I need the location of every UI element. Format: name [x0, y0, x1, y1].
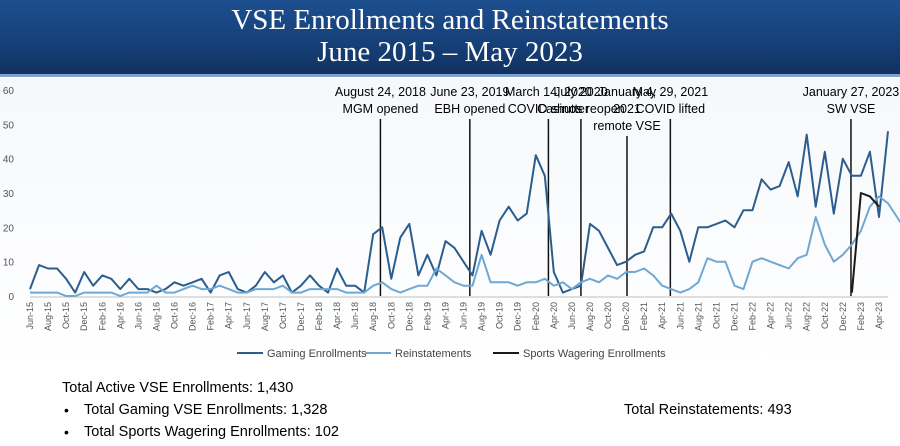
event-annotation-label: COVID shutter [508, 102, 589, 116]
x-tick-label: Aug-15 [43, 302, 53, 331]
x-tick-label: Dec-15 [79, 302, 89, 331]
x-tick-label: Oct-20 [603, 302, 613, 329]
x-tick-label: Feb-22 [748, 302, 758, 331]
x-tick-label: Jun-19 [459, 302, 469, 330]
chart-subtitle: June 2015 – May 2023 [317, 36, 583, 68]
event-annotation-label: SW VSE [827, 102, 876, 116]
x-tick-label: Aug-22 [802, 302, 812, 331]
x-tick-label: Jun-18 [350, 302, 360, 330]
series-line-sports-wagering-enrollments [850, 192, 880, 293]
event-annotation-label: January 4, [598, 85, 656, 99]
y-tick-label: 60 [3, 86, 15, 97]
event-annotation-label: July 2020 [554, 85, 608, 99]
y-tick-label: 0 [8, 292, 14, 303]
x-tick-label: Jun-16 [133, 302, 143, 330]
x-tick-label: Oct-21 [711, 302, 721, 329]
x-tick-label: Apr-22 [766, 302, 776, 329]
event-annotation-label: remote VSE [593, 119, 660, 133]
x-tick-label: Aug-20 [585, 302, 595, 331]
x-tick-label: Dec-19 [513, 302, 523, 331]
event-annotation-label: Casinos reopen [537, 102, 625, 116]
y-tick-label: 40 [3, 155, 15, 166]
event-annotation-label: MGM opened [343, 102, 419, 116]
x-tick-label: Dec-16 [188, 302, 198, 331]
x-tick-label: Oct-15 [61, 302, 71, 329]
legend-label: Sports Wagering Enrollments [523, 348, 666, 360]
bullet-gaming: • [64, 402, 69, 418]
title-banner-divider [0, 74, 900, 77]
event-annotation-label: May 29, 2021 [632, 85, 708, 99]
x-tick-label: Apr-23 [874, 302, 884, 329]
y-tick-label: 50 [3, 120, 15, 131]
x-tick-label: Jun-22 [784, 302, 794, 330]
x-tick-label: Dec-22 [838, 302, 848, 331]
legend-label: Reinstatements [395, 348, 472, 360]
x-tick-label: Aug-17 [260, 302, 270, 331]
x-tick-label: Aug-21 [693, 302, 703, 331]
x-tick-label: Feb-18 [314, 302, 324, 331]
x-tick-label: Dec-20 [621, 302, 631, 331]
x-tick-label: Feb-23 [856, 302, 866, 331]
series-line-gaming-enrollments [29, 131, 889, 294]
event-annotation-label: January 27, 2023 [803, 85, 900, 99]
x-tick-label: Oct-17 [278, 302, 288, 329]
x-tick-label: Dec-17 [296, 302, 306, 331]
x-tick-label: Oct-18 [386, 302, 396, 329]
bullet-sports: • [64, 424, 69, 440]
x-tick-label: Jun-20 [567, 302, 577, 330]
x-tick-label: Jun-21 [675, 302, 685, 330]
x-tick-label: Apr-20 [549, 302, 559, 329]
x-tick-label: Oct-16 [170, 302, 180, 329]
x-tick-label: Apr-21 [657, 302, 667, 329]
x-tick-label: Feb-17 [206, 302, 216, 331]
x-tick-label: Oct-22 [820, 302, 830, 329]
plot-background [0, 78, 900, 368]
legend-label: Gaming Enrollments [267, 348, 367, 360]
total-gaming-enrollments: Total Gaming VSE Enrollments: 1,328 [84, 402, 328, 418]
x-tick-label: Jun-17 [242, 302, 252, 330]
x-tick-label: Apr-16 [115, 302, 125, 329]
x-tick-label: Oct-19 [495, 302, 505, 329]
y-tick-label: 30 [3, 189, 15, 200]
event-annotation-label: 2021 [613, 102, 641, 116]
total-active-enrollments: Total Active VSE Enrollments: 1,430 [62, 380, 294, 396]
x-tick-label: Jun-15 [25, 302, 35, 330]
event-annotation-label: August 24, 2018 [335, 85, 426, 99]
event-annotation-label: June 23, 2019 [430, 85, 509, 99]
x-tick-label: Feb-21 [639, 302, 649, 331]
x-tick-label: Feb-16 [97, 302, 107, 331]
series-line-reinstatements [30, 195, 900, 297]
y-tick-label: 10 [3, 258, 15, 269]
line-chart: 0 10 20 30 40 50 60 Jun-15 Aug-15 Oct-15 Dec-15 Feb… [3, 85, 900, 360]
x-tick-label: Dec-21 [729, 302, 739, 331]
event-annotation-label: EBH opened [434, 102, 505, 116]
x-tick-label: Apr-17 [224, 302, 234, 329]
x-tick-label: Feb-20 [531, 302, 541, 331]
x-tick-label: Dec-18 [404, 302, 414, 331]
total-reinstatements: Total Reinstatements: 493 [624, 402, 792, 418]
total-sports-enrollments: Total Sports Wagering Enrollments: 102 [84, 424, 339, 440]
event-annotation-label: March 14, 2020 [505, 85, 592, 99]
x-tick-label: Apr-19 [440, 302, 450, 329]
event-annotation-label: COVID lifted [636, 102, 706, 116]
title-banner [0, 0, 900, 76]
x-tick-label: Feb-19 [422, 302, 432, 331]
x-tick-label: Aug-16 [151, 302, 161, 331]
x-tick-label: Apr-18 [332, 302, 342, 329]
chart-title: VSE Enrollments and Reinstatements [231, 4, 669, 36]
y-tick-label: 20 [3, 223, 15, 234]
x-tick-label: Aug-18 [368, 302, 378, 331]
x-tick-label: Aug-19 [477, 302, 487, 331]
